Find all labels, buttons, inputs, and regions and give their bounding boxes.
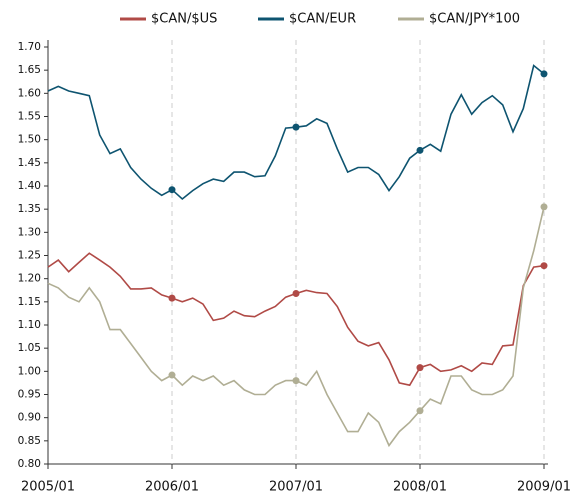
x-tick-label: 2008/01 (393, 480, 447, 495)
legend-label: $CAN/JPY*100 (429, 12, 520, 27)
y-tick-label: 1.70 (18, 41, 41, 53)
y-tick-label: 1.60 (18, 87, 41, 99)
x-tick-label: 2005/01 (21, 480, 75, 495)
x-tick-label: 2006/01 (145, 480, 199, 495)
point-marker (540, 203, 548, 211)
legend-label: $CAN/$US (151, 12, 217, 27)
y-tick-label: 1.15 (18, 296, 41, 308)
point-marker (416, 146, 424, 154)
point-marker (168, 294, 176, 302)
point-marker (292, 123, 300, 131)
y-tick-label: 1.25 (18, 250, 41, 262)
y-tick-label: 0.95 (18, 389, 41, 401)
point-marker (416, 364, 424, 372)
y-tick-label: 1.30 (18, 226, 41, 238)
y-tick-label: 0.90 (18, 412, 41, 424)
point-marker (292, 289, 300, 297)
y-tick-label: 1.50 (18, 134, 41, 146)
y-tick-label: 1.55 (18, 111, 41, 123)
x-tick-label: 2007/01 (269, 480, 323, 495)
legend-label: $CAN/EUR (289, 12, 356, 27)
y-tick-label: 0.80 (18, 458, 41, 470)
point-marker (540, 262, 548, 270)
y-tick-label: 1.35 (18, 203, 41, 215)
y-tick-label: 1.45 (18, 157, 41, 169)
y-tick-label: 1.05 (18, 342, 41, 354)
y-tick-label: 1.10 (18, 319, 41, 331)
y-tick-label: 1.20 (18, 273, 41, 285)
point-marker (416, 407, 424, 415)
y-tick-label: 0.85 (18, 435, 41, 447)
point-marker (292, 377, 300, 385)
y-tick-label: 1.00 (18, 365, 41, 377)
x-tick-label: 2009/01 (517, 480, 571, 495)
point-marker (168, 371, 176, 379)
point-marker (540, 70, 548, 78)
y-tick-label: 1.65 (18, 64, 41, 76)
point-marker (168, 186, 176, 194)
y-tick-label: 1.40 (18, 180, 41, 192)
